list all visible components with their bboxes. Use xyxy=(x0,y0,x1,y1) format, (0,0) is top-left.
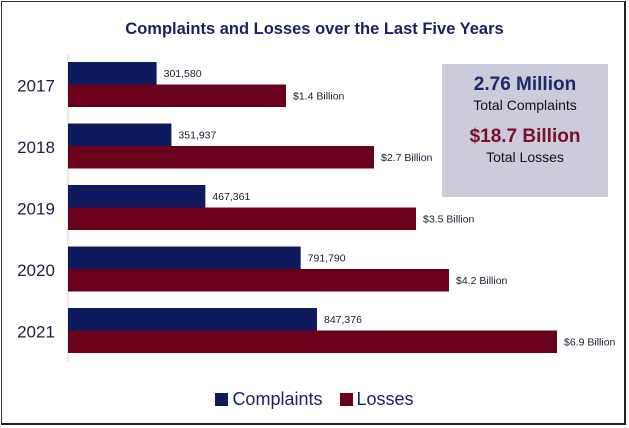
complaints-bar-2018 xyxy=(68,123,172,146)
complaints-bar-2019 xyxy=(68,185,206,208)
losses-bar-2018 xyxy=(68,146,374,169)
legend-item-complaints: Complaints xyxy=(215,389,322,409)
category-label-2020: 2020 xyxy=(17,261,55,280)
legend-label-losses: Losses xyxy=(356,389,414,409)
complaints-data-label-2020: 791,790 xyxy=(308,253,346,265)
complaints-bar-2020 xyxy=(68,246,301,269)
category-label-2021: 2021 xyxy=(17,323,55,342)
losses-bar-2019 xyxy=(68,207,416,230)
total-losses-value: $18.7 Billion xyxy=(469,126,581,147)
category-label-2019: 2019 xyxy=(17,200,55,219)
complaints-data-label-2018: 351,937 xyxy=(178,130,216,142)
total-losses-label: Total Losses xyxy=(486,149,564,165)
legend-label-complaints: Complaints xyxy=(232,389,323,409)
losses-data-label-2021: $6.9 Billion xyxy=(564,337,616,349)
losses-data-label-2018: $2.7 Billion xyxy=(381,152,433,164)
losses-data-label-2017: $1.4 Billion xyxy=(293,91,345,103)
legend-swatch-losses xyxy=(339,393,353,406)
complaints-bar-2017 xyxy=(68,62,157,85)
complaints-data-label-2017: 301,580 xyxy=(164,68,202,80)
legend-swatch-complaints xyxy=(215,393,229,406)
chart-title: Complaints and Losses over the Last Five… xyxy=(125,20,504,38)
category-label-2018: 2018 xyxy=(17,138,55,157)
complaints-data-label-2021: 847,376 xyxy=(324,314,362,326)
summary-box: 2.76 Million Total Complaints $18.7 Bill… xyxy=(442,64,608,197)
losses-data-label-2020: $4.2 Billion xyxy=(456,275,508,287)
complaints-bar-2021 xyxy=(68,308,317,331)
losses-bar-2021 xyxy=(68,330,557,353)
legend-item-losses: Losses xyxy=(339,389,414,409)
complaints-data-label-2019: 467,361 xyxy=(212,191,250,203)
losses-bar-2017 xyxy=(68,84,286,107)
category-label-2017: 2017 xyxy=(17,77,55,96)
losses-bar-2020 xyxy=(68,269,449,292)
legend: Complaints Losses xyxy=(0,389,629,410)
total-complaints-label: Total Complaints xyxy=(473,97,577,113)
total-complaints-value: 2.76 Million xyxy=(473,74,577,95)
losses-data-label-2019: $3.5 Billion xyxy=(423,214,475,226)
